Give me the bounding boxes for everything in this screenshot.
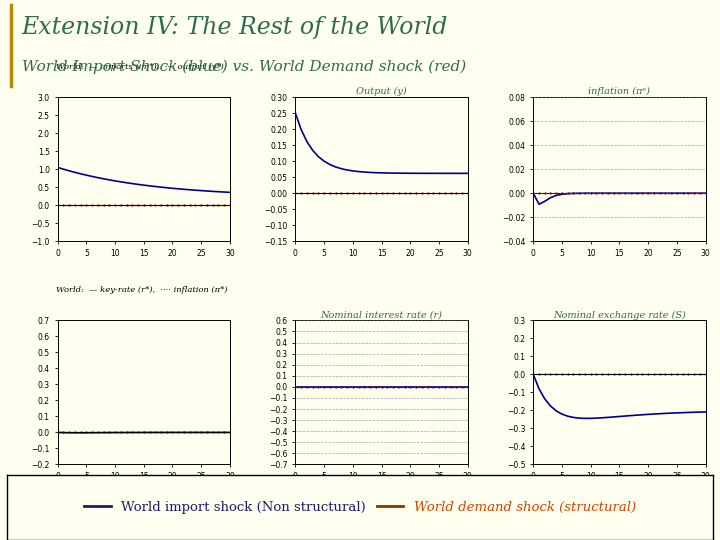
Text: World Import Shock (blue) vs. World Demand shock (red): World Import Shock (blue) vs. World Dema… bbox=[22, 59, 466, 74]
Title: Nominal exchange rate (S): Nominal exchange rate (S) bbox=[553, 310, 686, 320]
Title: Nominal interest rate (r): Nominal interest rate (r) bbox=[320, 310, 443, 320]
Legend: World import shock (Non structural), World demand shock (structural): World import shock (Non structural), Wor… bbox=[79, 496, 641, 519]
Text: Extension IV: The Rest of the World: Extension IV: The Rest of the World bbox=[22, 16, 448, 39]
Text: World:  — imports (im*),  ···· output (y*): World: — imports (im*), ···· output (y*) bbox=[56, 63, 224, 71]
Title: Output (y): Output (y) bbox=[356, 87, 407, 97]
Title: inflation (πᵉ): inflation (πᵉ) bbox=[588, 87, 650, 97]
Text: World:  — key-rate (r*),  ···· inflation (π*): World: — key-rate (r*), ···· inflation (… bbox=[56, 287, 228, 294]
